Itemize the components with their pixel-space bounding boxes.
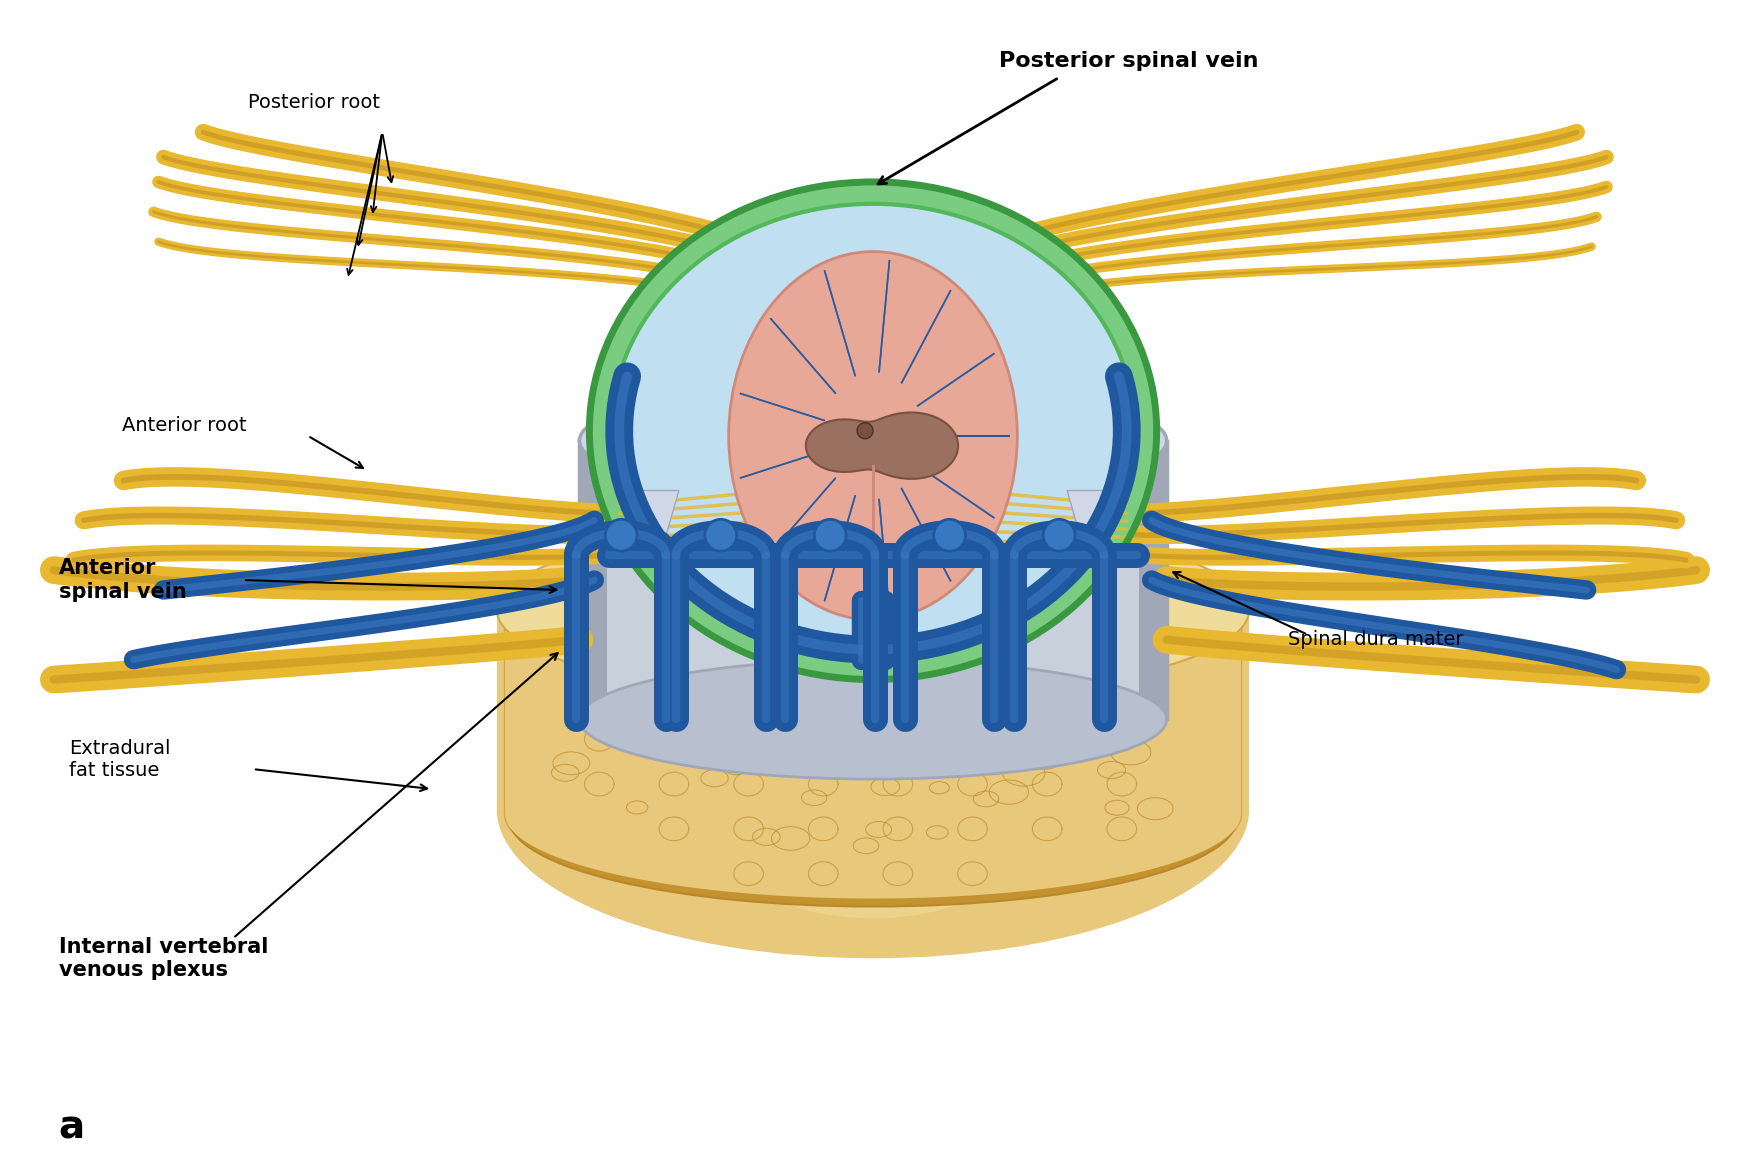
Circle shape [1042, 520, 1076, 552]
Polygon shape [498, 610, 1248, 809]
Text: Posterior root: Posterior root [248, 93, 381, 112]
Text: Spinal dura mater: Spinal dura mater [1289, 630, 1463, 649]
Ellipse shape [580, 660, 1166, 779]
Ellipse shape [498, 520, 1248, 700]
Polygon shape [580, 441, 608, 720]
Text: Internal vertebral
venous plexus: Internal vertebral venous plexus [59, 936, 269, 980]
Ellipse shape [611, 203, 1135, 657]
Text: Anterior
spinal vein: Anterior spinal vein [59, 559, 187, 602]
Circle shape [606, 520, 637, 552]
Ellipse shape [580, 381, 1166, 501]
Polygon shape [1067, 490, 1117, 560]
Text: Anterior root: Anterior root [122, 416, 246, 435]
Circle shape [857, 423, 873, 439]
Ellipse shape [498, 660, 1248, 958]
Ellipse shape [663, 600, 1083, 918]
Text: a: a [59, 1109, 86, 1147]
Polygon shape [1138, 441, 1166, 720]
Polygon shape [505, 546, 1241, 898]
Text: Extradural
fat tissue: Extradural fat tissue [68, 739, 171, 780]
Circle shape [705, 520, 737, 552]
Polygon shape [629, 490, 679, 560]
Polygon shape [505, 546, 1241, 898]
Polygon shape [807, 413, 959, 479]
Circle shape [814, 520, 847, 552]
Text: Posterior spinal vein: Posterior spinal vein [999, 51, 1259, 71]
Ellipse shape [510, 731, 1236, 907]
Ellipse shape [728, 252, 1018, 620]
Polygon shape [608, 441, 1138, 720]
Circle shape [934, 520, 966, 552]
Ellipse shape [590, 182, 1156, 680]
